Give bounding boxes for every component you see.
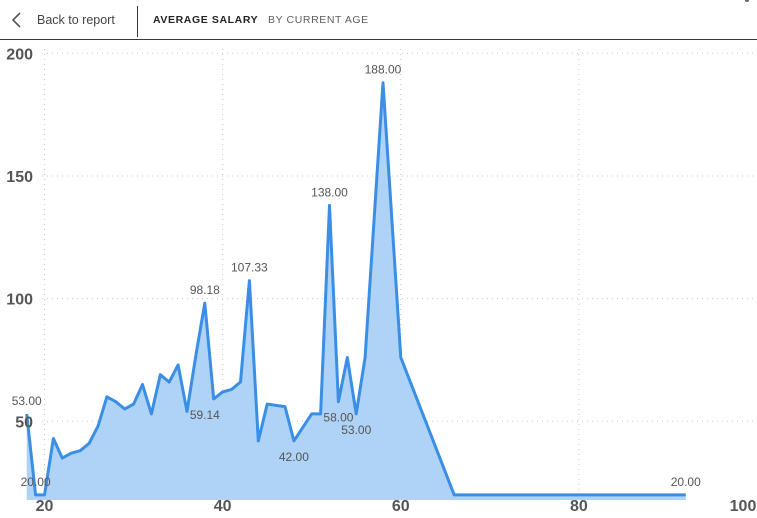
more-options-icon[interactable]	[745, 0, 749, 2]
x-tick-label: 60	[392, 498, 410, 515]
salary-area-chart: 53.00 20.00 98.18 59.14 107.33 42.00 138.00 58.…	[6, 46, 757, 515]
x-tick-label: 100	[730, 498, 757, 515]
data-label: 59.14	[190, 408, 220, 422]
header-bar: Back to report AVERAGE SALARY BY CURRENT…	[0, 0, 757, 40]
area-fill-group	[26, 82, 686, 500]
x-tick-label: 20	[36, 498, 54, 515]
data-label: 98.18	[190, 283, 220, 297]
chevron-left-icon	[11, 12, 21, 28]
data-label: 58.00	[323, 411, 353, 425]
x-axis: 20 40 60 80 100	[36, 498, 757, 515]
x-tick-label: 40	[214, 498, 232, 515]
back-to-report-label: Back to report	[37, 13, 115, 27]
data-label: 107.33	[231, 261, 268, 275]
data-label: 138.00	[311, 185, 348, 199]
data-label: 42.00	[279, 450, 309, 464]
tab-average-salary[interactable]: AVERAGE SALARY	[153, 14, 259, 26]
area-fill	[26, 82, 686, 500]
y-tick-label: 150	[6, 169, 33, 186]
y-tick-label: 200	[6, 46, 33, 63]
back-to-report-button[interactable]: Back to report	[10, 8, 115, 32]
x-tick-label: 80	[570, 498, 588, 515]
data-label: 188.00	[365, 63, 402, 77]
y-tick-label: 50	[15, 414, 33, 431]
data-labels-group: 53.00 20.00 98.18 59.14 107.33 42.00 138.00 58.…	[12, 63, 701, 489]
y-tick-label: 100	[6, 292, 33, 309]
series-line-group	[25, 81, 686, 497]
data-label: 53.00	[341, 423, 371, 437]
tab-by-current-age[interactable]: BY CURRENT AGE	[268, 14, 369, 26]
series-line	[25, 81, 686, 497]
data-label: 20.00	[21, 475, 51, 489]
y-axis: 50 100 150 200	[6, 46, 33, 431]
data-label: 53.00	[12, 394, 42, 408]
data-label: 20.00	[671, 475, 701, 489]
header-divider	[137, 6, 138, 37]
grid-lines	[42, 49, 757, 490]
